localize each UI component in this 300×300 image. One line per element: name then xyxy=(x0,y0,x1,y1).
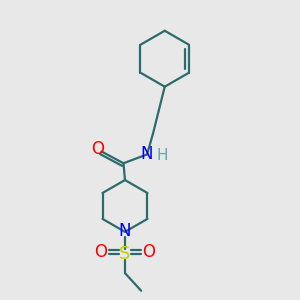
Text: N: N xyxy=(140,145,153,163)
Text: O: O xyxy=(142,244,156,262)
Text: N: N xyxy=(119,222,131,240)
Text: S: S xyxy=(119,245,131,263)
Text: O: O xyxy=(94,244,107,262)
Text: O: O xyxy=(92,140,104,158)
Text: H: H xyxy=(157,148,168,164)
